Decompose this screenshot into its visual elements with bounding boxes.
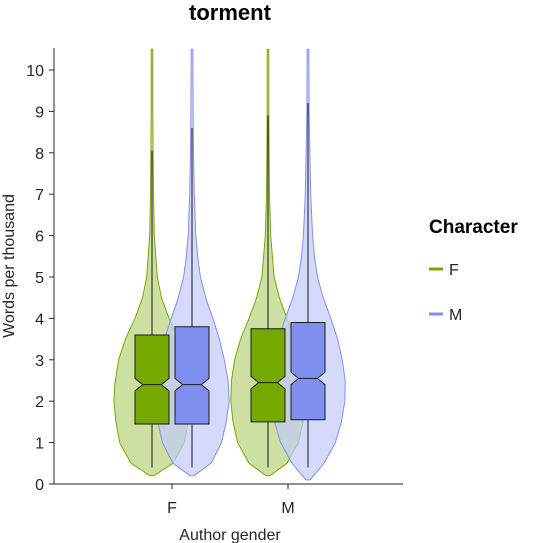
y-tick-label: 1 (35, 436, 44, 453)
y-tick-label: 5 (35, 270, 44, 287)
y-tick-label: 6 (35, 229, 44, 246)
box-f-f (134, 334, 170, 425)
y-tick-label: 2 (35, 394, 44, 411)
legend-label-m: M (449, 307, 462, 324)
y-tick-label: 8 (35, 146, 44, 163)
legend: Character F M (429, 217, 518, 324)
y-tick-label: 10 (26, 63, 44, 80)
y-tick-label: 9 (35, 104, 44, 121)
box-m-m (290, 322, 326, 421)
box-m-f (174, 326, 210, 425)
y-tick-label: 4 (35, 311, 44, 328)
y-tick-label: 0 (35, 477, 44, 494)
plot-area (113, 48, 346, 481)
y-tick-label: 7 (35, 187, 44, 204)
y-axis-label: Words per thousand (1, 194, 18, 338)
y-tick-label: 3 (35, 353, 44, 370)
y-axis-ticks: 0 1 2 3 4 5 6 7 8 9 10 (26, 63, 54, 494)
legend-title: Character (429, 217, 518, 238)
x-tick-label: M (281, 500, 294, 517)
box-f-m (250, 328, 286, 423)
x-tick-label: F (167, 500, 177, 517)
chart-title: torment (189, 0, 272, 25)
legend-label-f: F (449, 262, 459, 279)
x-axis-label: Author gender (179, 527, 281, 543)
